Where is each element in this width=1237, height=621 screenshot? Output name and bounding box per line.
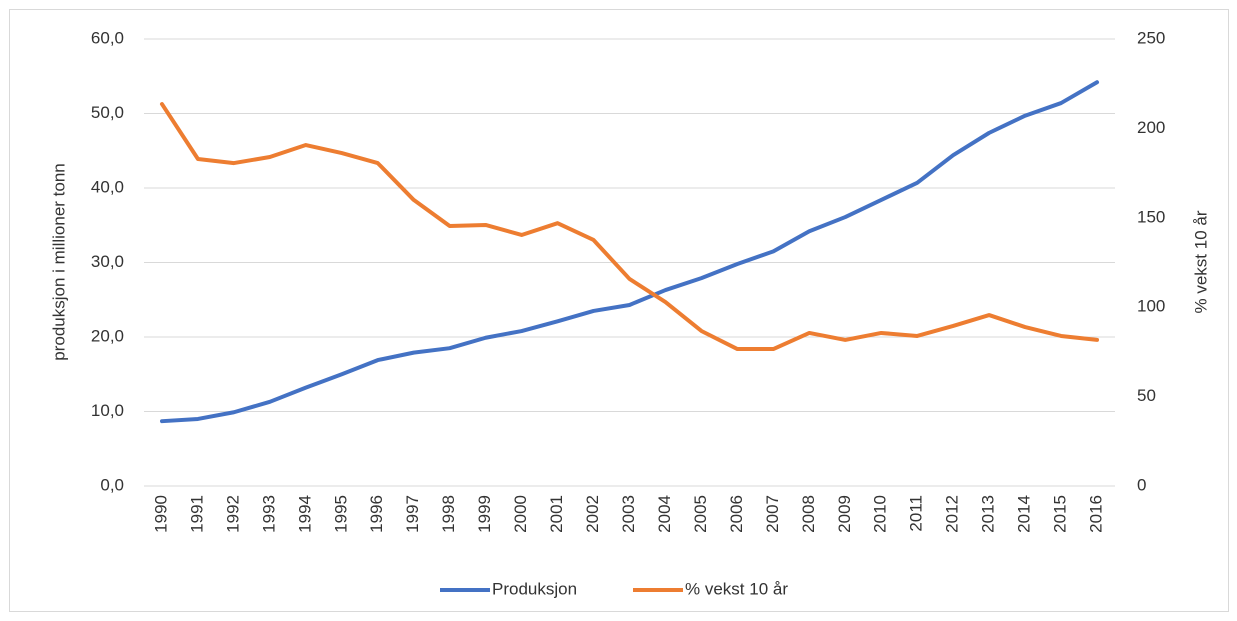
y2-tick-label: 50: [1137, 386, 1156, 405]
y2-tick-label: 0: [1137, 475, 1146, 494]
x-tick-label: 1992: [223, 495, 242, 533]
x-tick-label: 2009: [835, 495, 854, 533]
x-tick-label: 2016: [1087, 495, 1106, 533]
x-tick-label: 2005: [691, 495, 710, 533]
x-tick-label: 2006: [727, 495, 746, 533]
x-tick-label: 2004: [655, 495, 674, 533]
line-series: [159, 80, 1100, 424]
y-tick-label: 0,0: [100, 475, 124, 494]
legend-label: % vekst 10 år: [685, 579, 788, 598]
chart-border: [9, 9, 1229, 612]
y-tick-label: 40,0: [91, 177, 124, 196]
x-tick-label: 1995: [331, 495, 350, 533]
x-tick-label: 1990: [151, 495, 170, 533]
x-tick-label: 1994: [295, 495, 314, 533]
y2-tick-label: 100: [1137, 297, 1165, 316]
y2-tick-label: 250: [1137, 28, 1165, 47]
y-tick-label: 10,0: [91, 401, 124, 420]
x-tick-label: 1993: [259, 495, 278, 533]
x-tick-label: 2008: [799, 495, 818, 533]
x-tick-label: 2000: [511, 495, 530, 533]
x-tick-label: 1991: [187, 495, 206, 533]
x-tick-label: 2012: [943, 495, 962, 533]
x-tick-label: 1997: [403, 495, 422, 533]
x-tick-label: 2015: [1051, 495, 1070, 533]
y2-axis-label: % vekst 10 år: [1191, 210, 1210, 313]
y2-tick-label: 200: [1137, 118, 1165, 137]
x-tick-label: 2011: [907, 495, 926, 532]
x-tick-label: 1999: [475, 495, 494, 533]
x-tick-label: 2014: [1015, 495, 1034, 533]
x-tick-label: 1996: [367, 495, 386, 533]
y-tick-label: 20,0: [91, 326, 124, 345]
y2-tick-label: 150: [1137, 207, 1165, 226]
y-tick-label: 50,0: [91, 103, 124, 122]
x-tick-label: 2002: [583, 495, 602, 533]
x-tick-label: 2003: [619, 495, 638, 533]
y-tick-label: 60,0: [91, 28, 124, 47]
x-tick-label: 2010: [871, 495, 890, 533]
x-tick-label: 2013: [979, 495, 998, 533]
x-tick-label: 2007: [763, 495, 782, 533]
x-tick-label: 1998: [439, 495, 458, 533]
x-tick-label: 2001: [547, 495, 566, 533]
line-series: [159, 102, 1100, 352]
legend-label: Produksjon: [492, 579, 577, 598]
y-axis-label: produksjon i millioner tonn: [49, 163, 68, 361]
y-tick-label: 30,0: [91, 252, 124, 271]
